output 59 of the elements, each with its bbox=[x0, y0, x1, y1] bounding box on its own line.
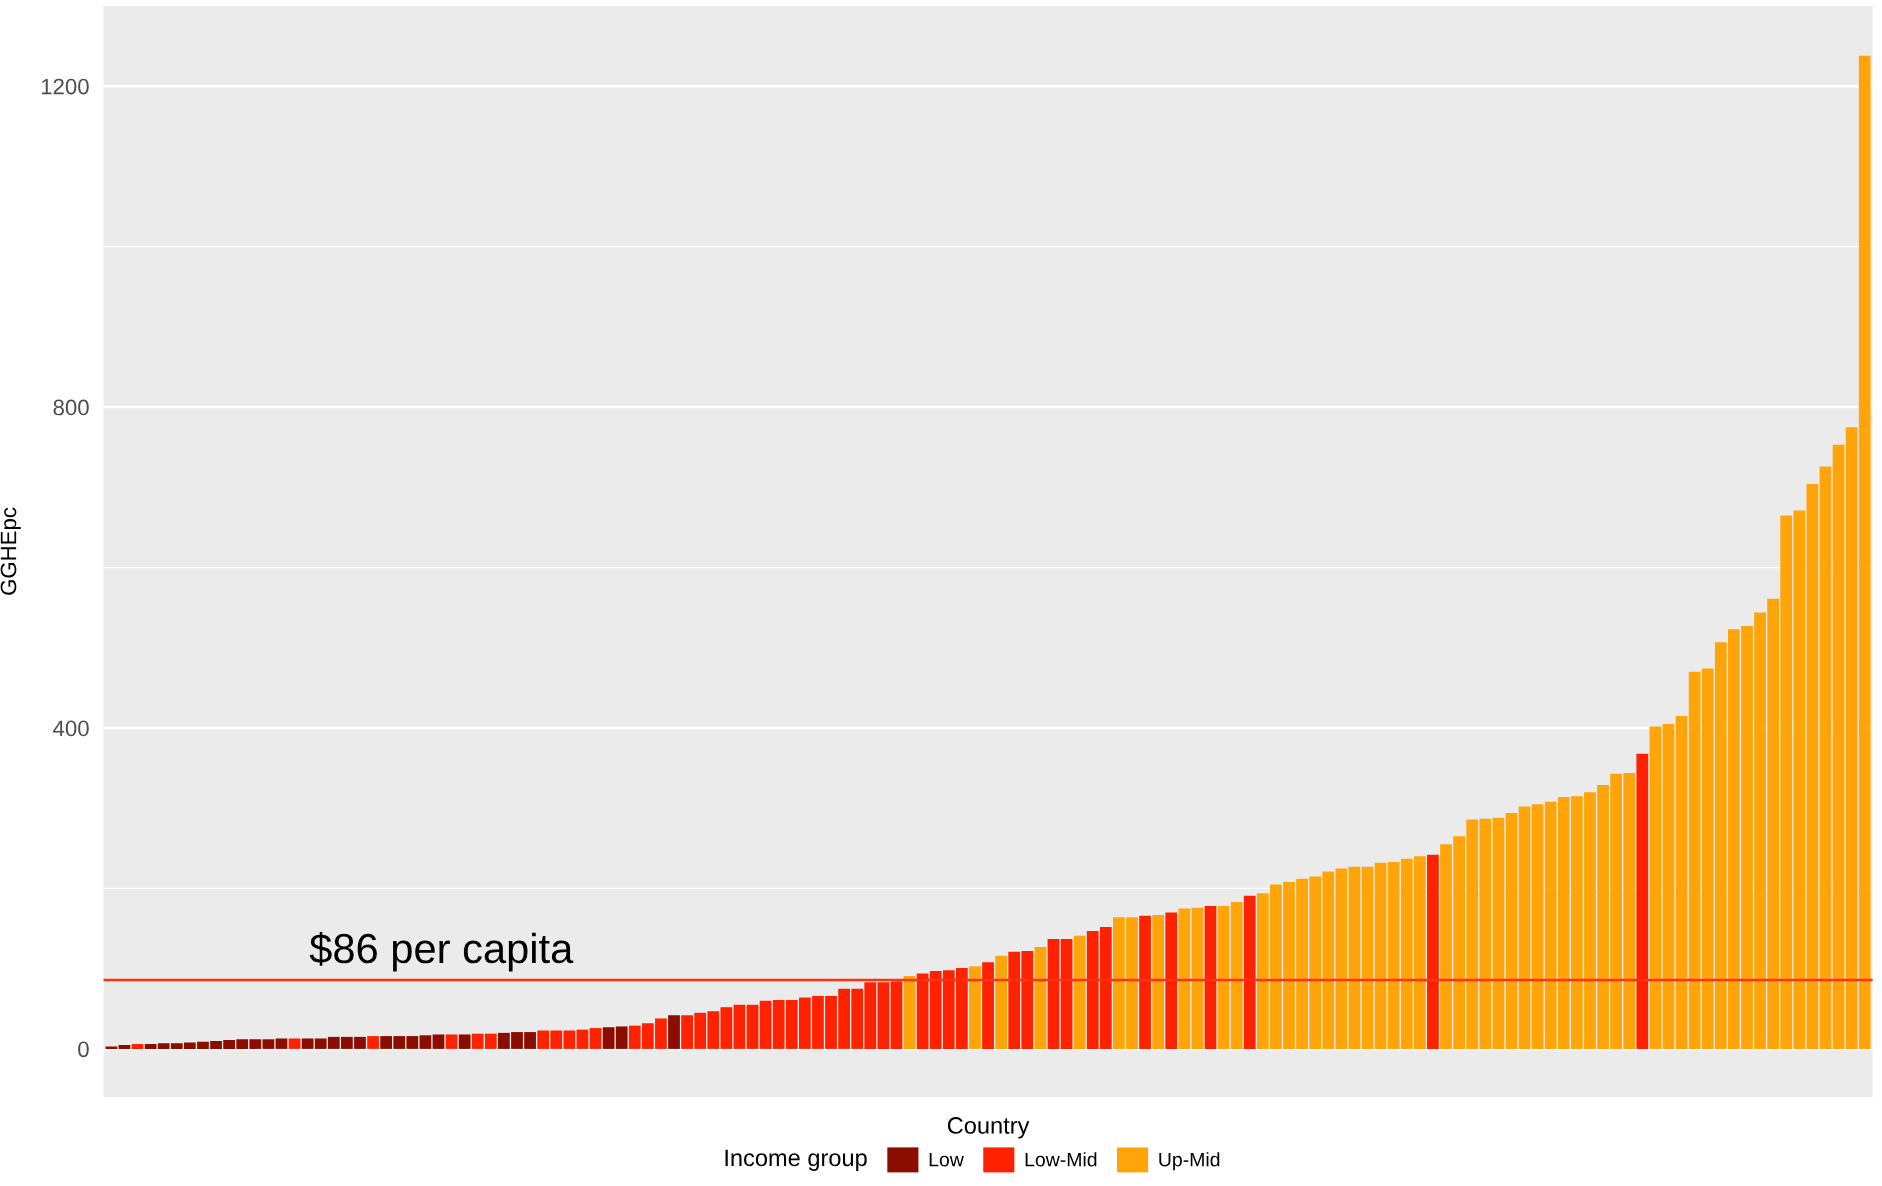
bar bbox=[1139, 915, 1151, 1049]
bar bbox=[131, 1044, 144, 1049]
bar bbox=[1636, 753, 1649, 1049]
x-axis-title: Country bbox=[947, 1117, 1030, 1139]
bar bbox=[1806, 484, 1819, 1049]
bar bbox=[288, 1038, 301, 1049]
y-tick-label: 400 bbox=[53, 720, 89, 737]
bar bbox=[1427, 854, 1439, 1049]
bar bbox=[1649, 726, 1662, 1049]
legend-title: Income group bbox=[725, 1149, 867, 1171]
bar bbox=[1165, 912, 1178, 1049]
y-tick-label: 1200 bbox=[41, 78, 89, 95]
bar bbox=[982, 962, 994, 1049]
bar bbox=[890, 981, 903, 1049]
bar bbox=[432, 1034, 445, 1049]
legend-label: Up-Mid bbox=[1159, 1152, 1220, 1171]
bar bbox=[1230, 902, 1243, 1049]
bar bbox=[1178, 908, 1191, 1049]
bar bbox=[995, 955, 1008, 1049]
bar bbox=[1217, 906, 1230, 1049]
bar bbox=[1034, 947, 1047, 1049]
bar bbox=[969, 966, 981, 1049]
bar bbox=[1374, 862, 1387, 1049]
bar bbox=[1832, 444, 1845, 1049]
bar bbox=[275, 1038, 288, 1049]
bar bbox=[367, 1036, 379, 1049]
bar bbox=[1361, 866, 1374, 1049]
bar bbox=[118, 1044, 131, 1049]
bar bbox=[733, 1004, 746, 1049]
bar bbox=[1191, 907, 1204, 1049]
bar bbox=[746, 1004, 759, 1049]
bar bbox=[1152, 914, 1165, 1049]
bar bbox=[1819, 466, 1832, 1049]
ref-line-label: $86 per capita bbox=[309, 932, 574, 972]
bar bbox=[903, 975, 916, 1049]
bar bbox=[1073, 935, 1086, 1049]
bar bbox=[1518, 806, 1531, 1049]
bar bbox=[589, 1028, 602, 1049]
bar bbox=[419, 1035, 432, 1049]
bar bbox=[668, 1015, 680, 1049]
bar bbox=[1204, 906, 1217, 1049]
bar bbox=[576, 1029, 589, 1049]
y-axis-title: GGHEpc bbox=[0, 507, 21, 595]
legend-label: Low bbox=[929, 1152, 964, 1167]
bar bbox=[1348, 866, 1361, 1049]
bar bbox=[1047, 939, 1060, 1049]
bar bbox=[1060, 939, 1073, 1049]
bar bbox=[1662, 723, 1675, 1049]
y-tick-label: 800 bbox=[53, 399, 89, 416]
bar bbox=[759, 1000, 772, 1049]
bar bbox=[615, 1026, 628, 1049]
bar bbox=[1505, 813, 1518, 1049]
y-tick-label: 0 bbox=[78, 1041, 89, 1058]
bar bbox=[445, 1034, 458, 1049]
bar bbox=[1675, 715, 1688, 1049]
bar bbox=[1243, 895, 1256, 1049]
bar bbox=[602, 1027, 615, 1049]
legend-label: Low-Mid bbox=[1025, 1152, 1097, 1167]
bar bbox=[458, 1034, 471, 1049]
